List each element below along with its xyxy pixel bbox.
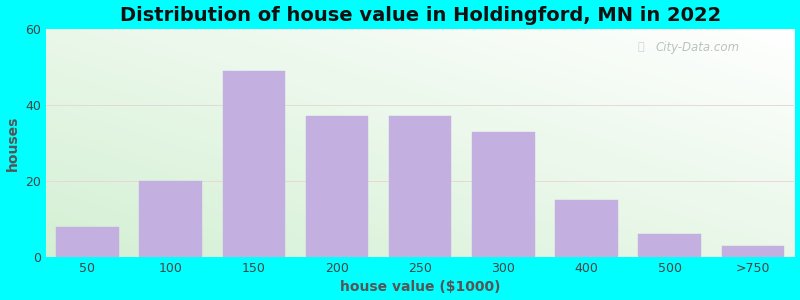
Bar bbox=[638, 234, 701, 257]
Bar bbox=[306, 116, 368, 257]
Bar bbox=[222, 71, 285, 257]
Bar bbox=[139, 181, 202, 257]
Bar bbox=[472, 132, 534, 257]
Bar bbox=[555, 200, 618, 257]
Bar bbox=[722, 246, 784, 257]
Bar bbox=[389, 116, 451, 257]
Bar bbox=[56, 226, 118, 257]
Text: City-Data.com: City-Data.com bbox=[655, 40, 739, 54]
Y-axis label: houses: houses bbox=[6, 115, 19, 171]
Title: Distribution of house value in Holdingford, MN in 2022: Distribution of house value in Holdingfo… bbox=[119, 6, 721, 25]
X-axis label: house value ($1000): house value ($1000) bbox=[340, 280, 500, 294]
Text: Ⓒ: Ⓒ bbox=[638, 42, 644, 52]
